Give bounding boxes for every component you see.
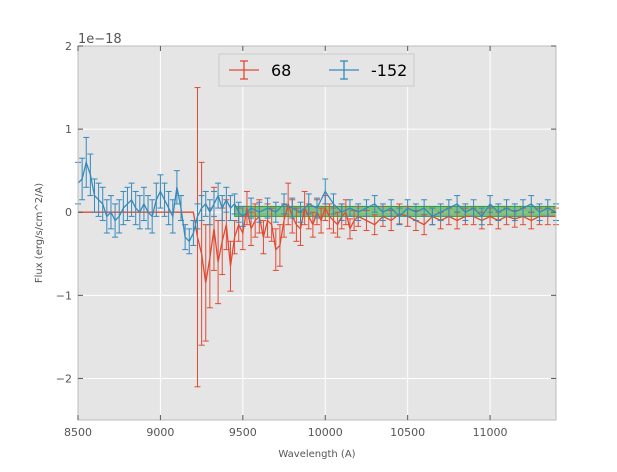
legend-swatch-152	[329, 60, 359, 80]
y-tick-label: −1	[56, 289, 72, 302]
legend-swatch-68	[229, 60, 259, 80]
x-tick-label: 10000	[308, 426, 343, 439]
x-tick-label: 9000	[146, 426, 174, 439]
y-offset-label: 1e−18	[78, 32, 122, 47]
plot-frame	[77, 45, 557, 421]
legend-entry-152: -152	[329, 60, 407, 80]
legend-entry-68: 68	[229, 60, 291, 80]
legend-label-68: 68	[271, 61, 291, 80]
series-1	[75, 136, 559, 255]
y-tick-label: −2	[56, 372, 72, 385]
plot-area	[78, 46, 556, 420]
legend: 68 -152	[218, 53, 415, 87]
series-line-0	[78, 201, 556, 284]
legend-label-152: -152	[371, 61, 407, 80]
y-tick-label: 2	[65, 40, 72, 53]
y-tick-label: 0	[65, 206, 72, 219]
x-tick-label: 10500	[390, 426, 425, 439]
y-axis-label: Flux (erg/s/cm^2/A)	[34, 183, 45, 283]
y-tick-label: 1	[65, 123, 72, 136]
x-axis-label: Wavelength (A)	[278, 449, 355, 460]
x-tick-label: 11000	[473, 426, 508, 439]
x-tick-label: 8500	[64, 426, 92, 439]
x-tick-label: 9500	[229, 426, 257, 439]
